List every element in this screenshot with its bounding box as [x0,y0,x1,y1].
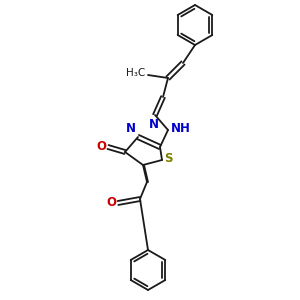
Text: NH: NH [171,122,191,136]
Text: O: O [106,196,116,208]
Text: S: S [164,152,172,166]
Text: N: N [126,122,136,135]
Text: H₃C: H₃C [126,68,145,78]
Text: O: O [96,140,106,152]
Text: N: N [149,118,159,131]
